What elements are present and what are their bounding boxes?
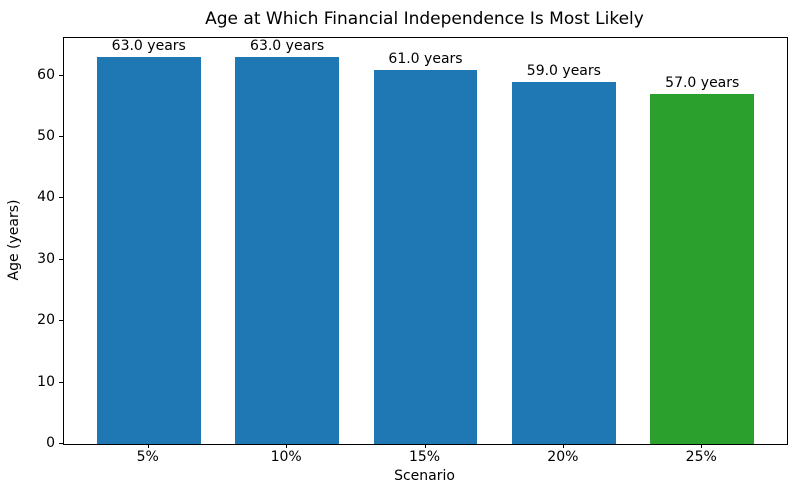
x-tick-mark: [286, 444, 288, 448]
y-tick-mark: [59, 381, 63, 383]
y-axis-label: Age (years): [6, 199, 22, 281]
y-tick-label: 60: [37, 66, 55, 83]
x-axis-label: Scenario: [394, 468, 455, 484]
bar-value-label: 63.0 years: [111, 38, 186, 55]
x-tick-label: 15%: [408, 449, 441, 465]
chart-title: Age at Which Financial Independence Is M…: [205, 9, 644, 29]
y-tick-label: 0: [46, 435, 55, 451]
x-tick-mark: [424, 444, 426, 448]
bar-25%: [650, 94, 755, 444]
y-tick-mark: [59, 320, 63, 322]
y-tick-label: 30: [37, 250, 55, 267]
bar-15%: [373, 69, 478, 444]
bar-5%: [96, 57, 201, 444]
y-tick-mark: [59, 74, 63, 76]
y-tick-label: 20: [37, 312, 55, 329]
y-tick-label: 40: [37, 189, 55, 206]
y-tick-label: 50: [37, 128, 55, 145]
y-tick-mark: [59, 136, 63, 138]
y-tick-mark: [59, 197, 63, 199]
bar-20%: [511, 81, 616, 444]
x-tick-mark: [147, 444, 149, 448]
x-tick-mark: [701, 444, 703, 448]
x-tick-mark: [562, 444, 564, 448]
x-tick-label: 10%: [270, 449, 302, 465]
y-tick-label: 10: [37, 373, 55, 390]
bar-10%: [235, 57, 339, 444]
x-tick-label: 20%: [547, 449, 579, 465]
bar-value-label: 61.0 years: [388, 50, 463, 67]
x-tick-label: 25%: [685, 449, 717, 465]
y-tick-mark: [59, 443, 63, 444]
x-tick-label: 5%: [136, 449, 159, 465]
plot-inner: 63.0 years 63.0 years 61.0 years 59.0 years…: [64, 38, 787, 444]
plot-area: 63.0 years 63.0 years 61.0 years 59.0 years…: [63, 37, 788, 445]
bar-value-label: 57.0 years: [665, 75, 740, 92]
bar-value-label: 63.0 years: [250, 38, 325, 55]
y-tick-mark: [59, 258, 63, 260]
bar-value-label: 59.0 years: [526, 62, 601, 79]
